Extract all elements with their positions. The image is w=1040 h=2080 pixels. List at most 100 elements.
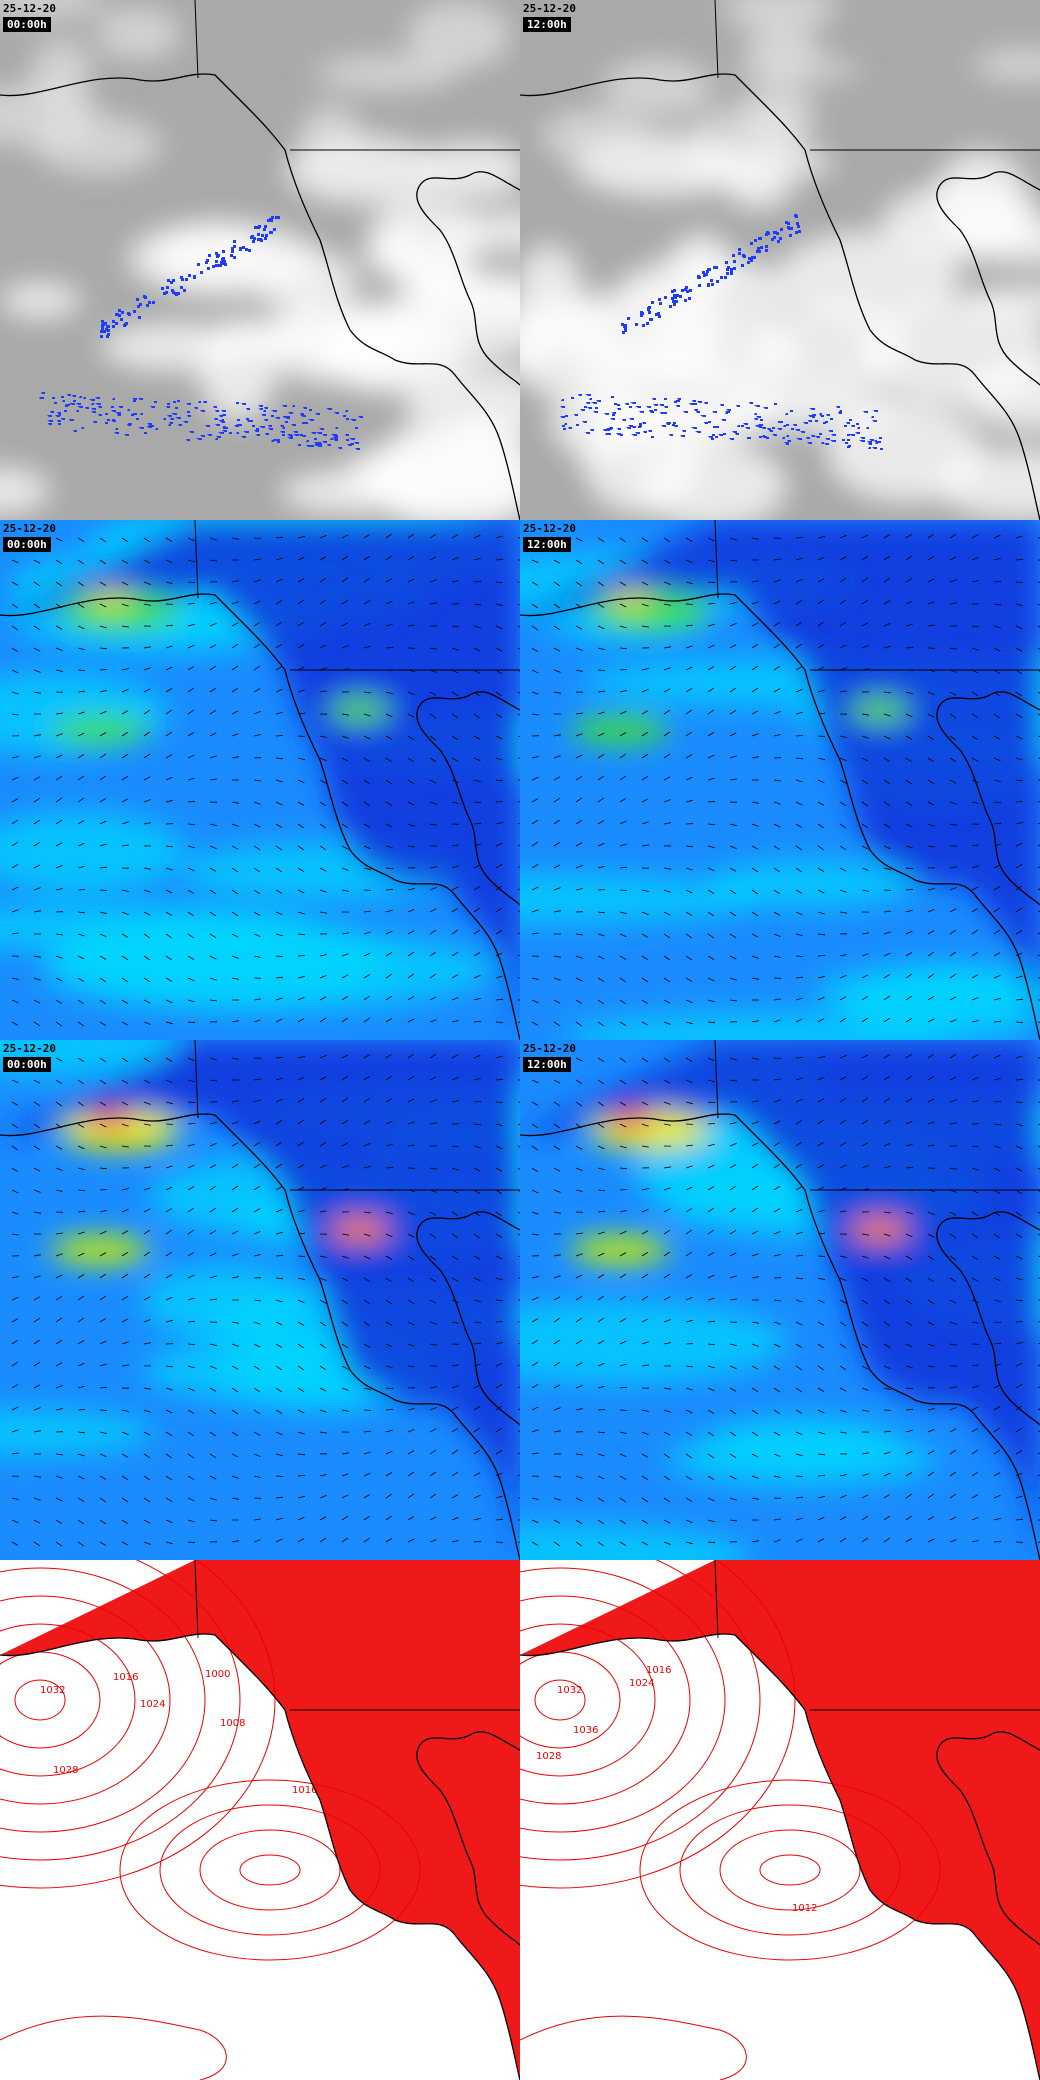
cloud bbox=[365, 226, 427, 277]
isobar-label: 1036 bbox=[573, 1725, 598, 1736]
land bbox=[0, 520, 520, 1040]
cloud bbox=[749, 299, 906, 397]
timestamp: 25-12-20 12:00h bbox=[523, 1042, 576, 1072]
wind-band bbox=[667, 1430, 938, 1488]
cloud bbox=[368, 428, 520, 520]
date: 25-12-20 bbox=[3, 1042, 56, 1055]
cloud bbox=[618, 256, 791, 330]
timestamp: 25-12-20 00:00h bbox=[3, 2, 56, 32]
timestamp: 25-12-20 00:00h bbox=[3, 1042, 56, 1072]
isobar-label: 1016 bbox=[113, 1672, 138, 1683]
isobar bbox=[520, 1560, 796, 1889]
cloud bbox=[777, 231, 963, 320]
jet-core bbox=[608, 1110, 652, 1130]
isobar bbox=[0, 1567, 206, 1833]
cloud bbox=[0, 85, 100, 146]
wind-field bbox=[0, 520, 520, 1040]
wind-band bbox=[814, 965, 1040, 1019]
cloud bbox=[962, 286, 1040, 320]
cloud bbox=[628, 318, 801, 389]
cloud bbox=[252, 249, 359, 311]
wind-band bbox=[0, 810, 184, 893]
time: 00:00h bbox=[3, 1057, 51, 1072]
cloud bbox=[443, 210, 520, 253]
wind-band bbox=[520, 1300, 787, 1384]
map bbox=[520, 0, 1040, 520]
border bbox=[714, 0, 1040, 151]
cloud bbox=[639, 442, 788, 520]
storm bbox=[850, 1218, 910, 1242]
land bbox=[520, 1040, 1040, 1560]
isobar bbox=[14, 1679, 66, 1721]
coastline bbox=[520, 73, 1040, 520]
jet bbox=[570, 1236, 670, 1264]
date: 25-12-20 bbox=[523, 2, 576, 15]
isobar bbox=[759, 1854, 821, 1886]
wind-field bbox=[520, 1040, 1040, 1560]
coastline bbox=[520, 593, 1040, 1040]
cloud bbox=[417, 141, 520, 200]
isobar bbox=[520, 2015, 747, 2080]
cloud bbox=[299, 103, 363, 173]
cloud bbox=[825, 402, 985, 503]
jet-core bbox=[608, 590, 652, 610]
wind-band bbox=[0, 1409, 154, 1456]
coastline bbox=[0, 593, 520, 1040]
cloud bbox=[934, 150, 1028, 245]
isobar bbox=[0, 2015, 227, 2080]
date: 25-12-20 bbox=[3, 522, 56, 535]
wind-field bbox=[0, 1040, 520, 1560]
wind-band bbox=[520, 1523, 751, 1560]
coastline bbox=[0, 1113, 520, 1560]
date: 25-12-20 bbox=[523, 522, 576, 535]
isobar bbox=[520, 1623, 656, 1777]
storm bbox=[330, 698, 390, 722]
cloud bbox=[549, 387, 655, 460]
isobar-label: 1016 bbox=[646, 1665, 671, 1676]
time: 12:00h bbox=[523, 1057, 571, 1072]
wind-panel: 25-12-20 00:00h bbox=[0, 1040, 520, 1560]
wind-field bbox=[520, 520, 1040, 1040]
cloud bbox=[409, 271, 520, 322]
wind-panel: 25-12-20 12:00h bbox=[520, 1040, 1040, 1560]
time: 12:00h bbox=[523, 537, 571, 552]
cloud bbox=[721, 0, 838, 31]
isobar-label: 1012 bbox=[792, 1903, 817, 1914]
isobar bbox=[0, 1560, 241, 1861]
cloud bbox=[406, 0, 512, 70]
isobar bbox=[679, 1804, 901, 1936]
clouds bbox=[0, 0, 520, 520]
pressure-panel: 1032 1016 1024 1036 1028 1012 bbox=[520, 1560, 1040, 2080]
isobar-label: 1000 bbox=[205, 1669, 230, 1680]
cloud bbox=[725, 164, 792, 210]
map: 1032 1016 1024 1000 1008 1028 1016 bbox=[0, 1560, 520, 2080]
land-contours bbox=[0, 1560, 520, 2080]
isobar bbox=[0, 1623, 136, 1777]
timestamp: 25-12-20 12:00h bbox=[523, 522, 576, 552]
border bbox=[714, 520, 1040, 671]
precip bbox=[560, 214, 883, 450]
date: 25-12-20 bbox=[3, 2, 56, 15]
land bbox=[0, 1040, 520, 1560]
map bbox=[520, 520, 1040, 1040]
isobar bbox=[520, 1567, 726, 1833]
coastline bbox=[520, 1113, 1040, 1560]
precip bbox=[39, 216, 363, 450]
isobar bbox=[119, 1779, 421, 1961]
isobar bbox=[534, 1679, 586, 1721]
map bbox=[0, 1040, 520, 1560]
isobar bbox=[520, 1595, 691, 1805]
timestamp: 25-12-20 12:00h bbox=[523, 2, 576, 32]
jet bbox=[570, 716, 670, 744]
coastline bbox=[520, 1633, 1040, 2080]
map bbox=[520, 1040, 1040, 1560]
border bbox=[194, 0, 520, 151]
wind-band bbox=[48, 912, 393, 1010]
isobar bbox=[0, 1560, 276, 1889]
isobar bbox=[520, 1560, 761, 1861]
cloud bbox=[314, 55, 457, 92]
coastline bbox=[0, 73, 520, 520]
cloud bbox=[688, 106, 804, 167]
isobar bbox=[0, 1595, 171, 1805]
